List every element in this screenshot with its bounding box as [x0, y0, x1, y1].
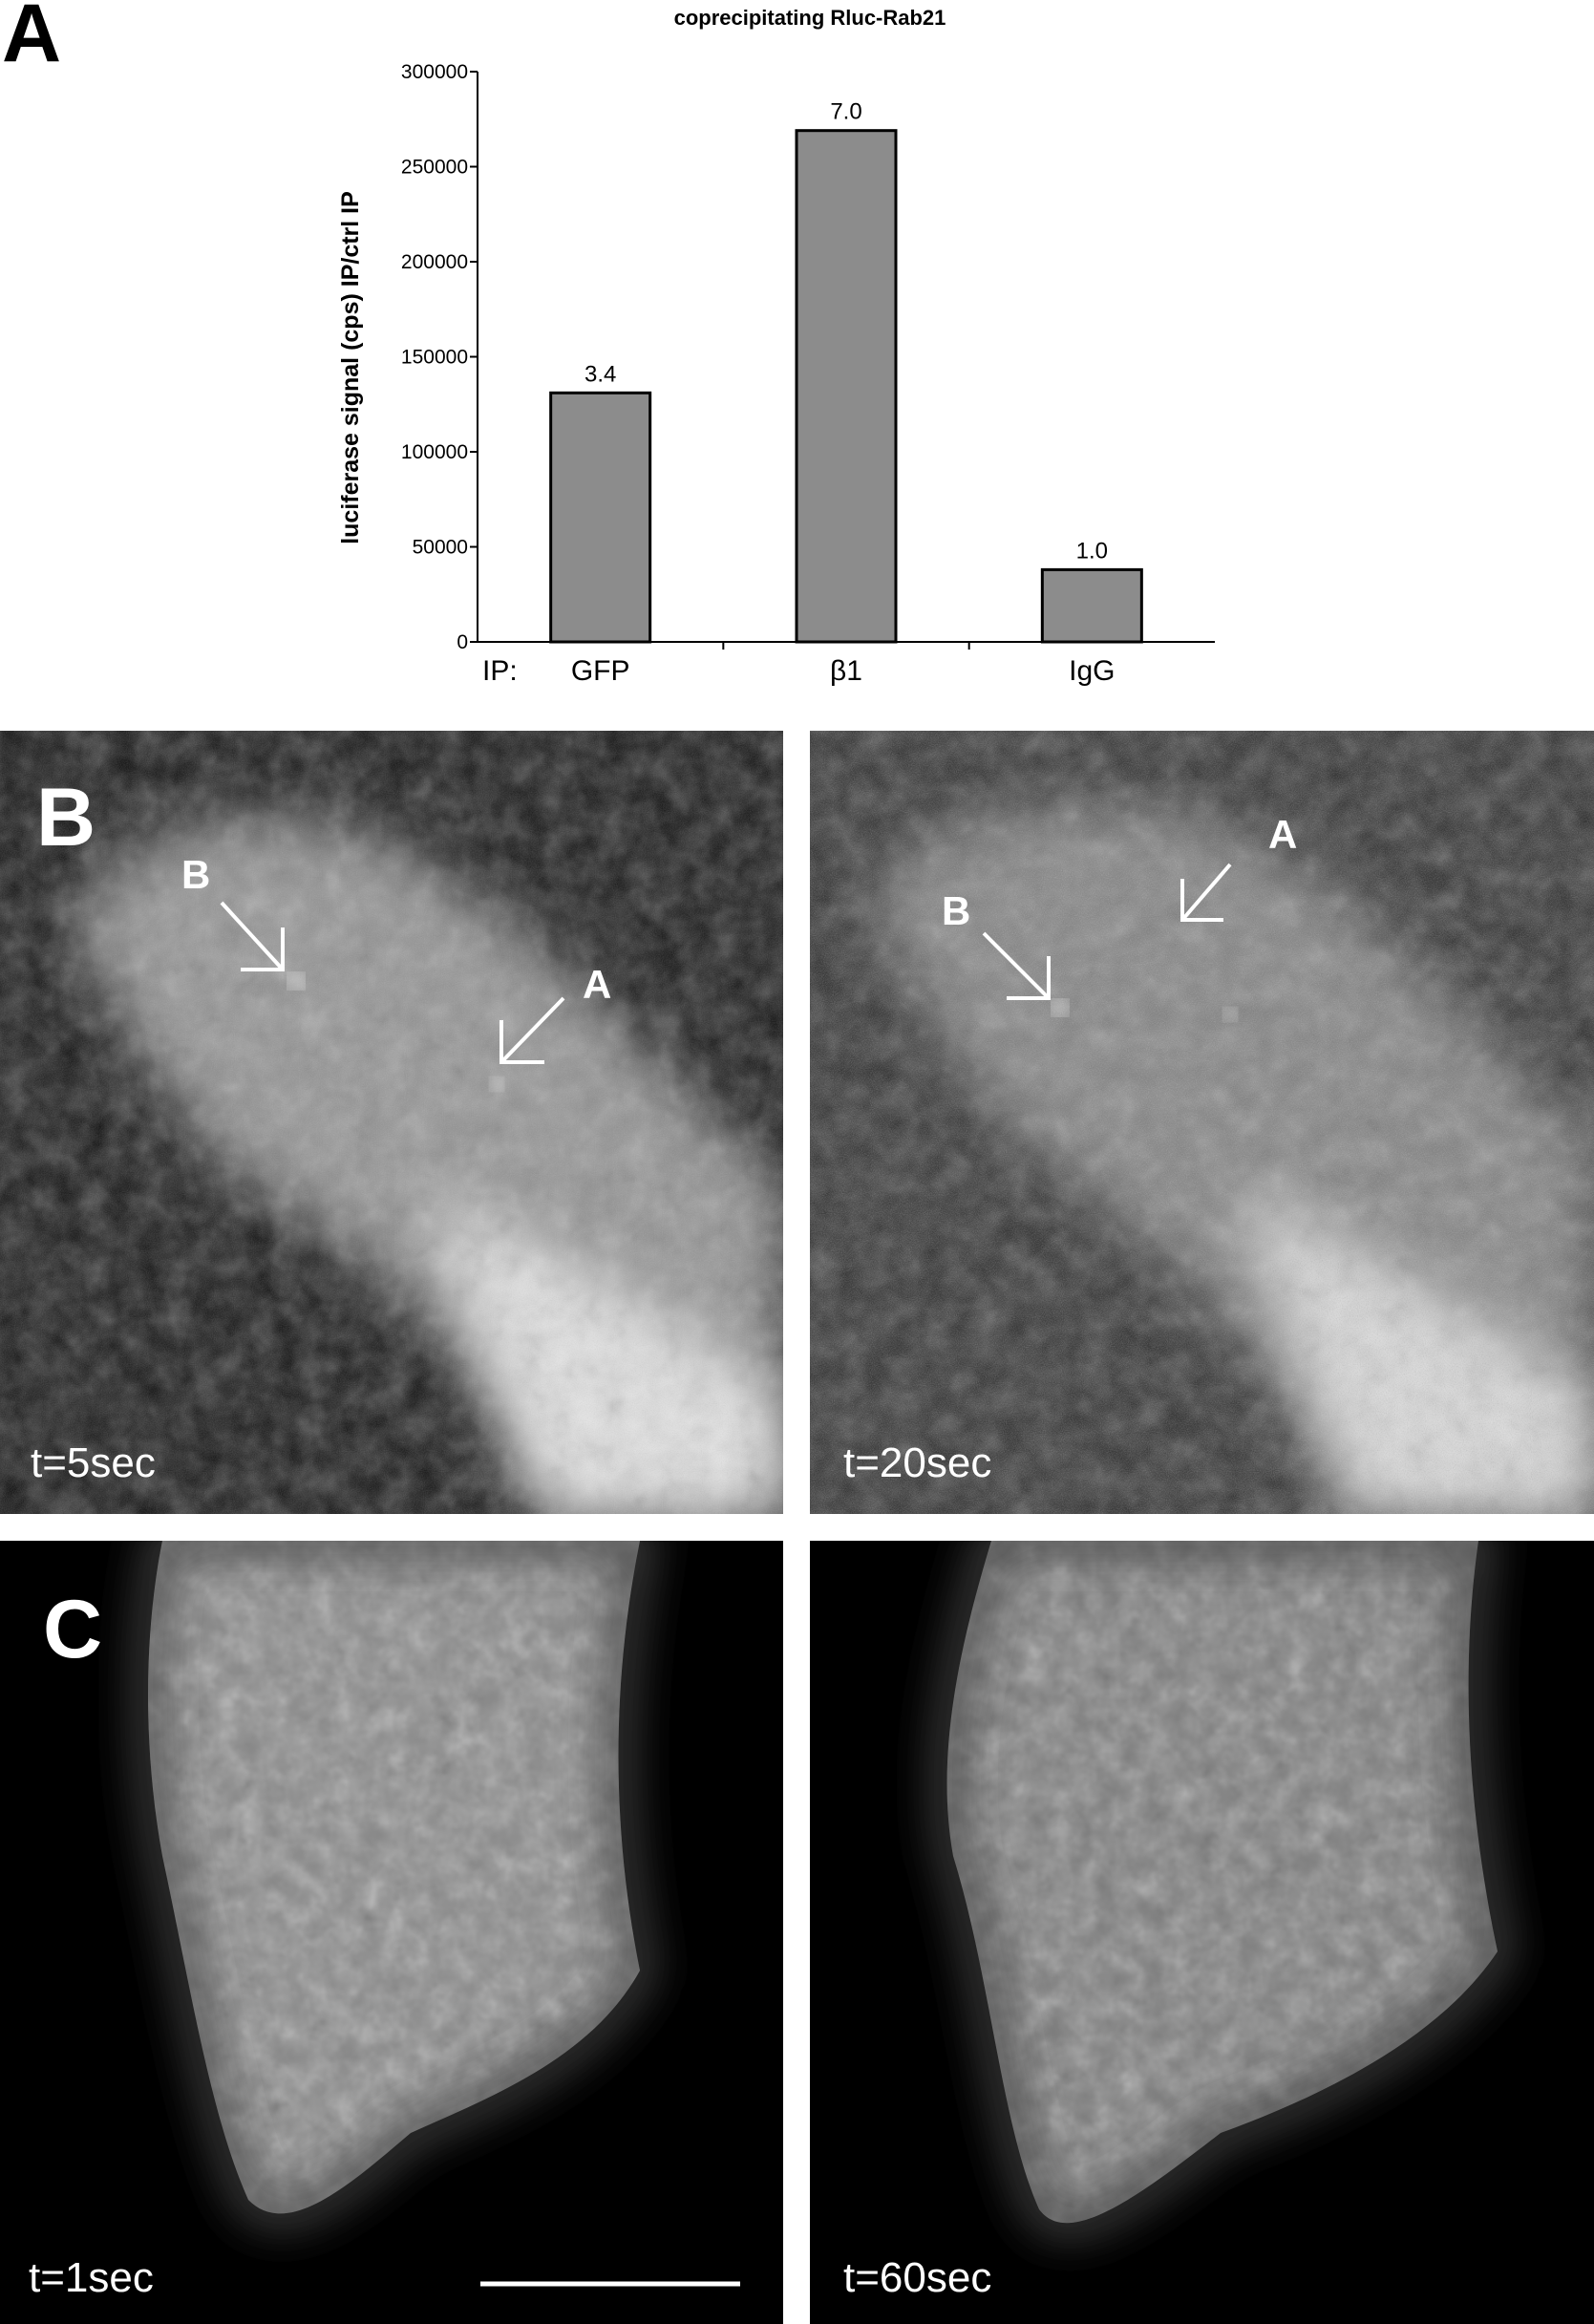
- time-label: t=1sec: [29, 2254, 154, 2301]
- x-category-label: GFP: [571, 655, 630, 687]
- y-tick-label: 150000: [401, 347, 468, 369]
- arrow-a-icon: [499, 996, 565, 1064]
- bar-1: [795, 129, 898, 644]
- bar-2: [1040, 567, 1143, 644]
- x-category-label: β1: [830, 655, 862, 687]
- arrow-label-b: B: [942, 888, 971, 933]
- bar-0: [549, 391, 652, 644]
- arrow-label-a: A: [1268, 812, 1298, 857]
- micrograph-c-t60-image: [810, 1541, 1594, 2324]
- panel-label-b: B: [36, 772, 96, 864]
- panel-label-a: A: [2, 0, 62, 79]
- arrow-a-icon: [1180, 863, 1232, 922]
- bar-chart-svg: coprecipitating Rluc-Rab21 luciferase si…: [337, 6, 1215, 687]
- micrograph-c-t1: C t=1sec: [0, 1541, 783, 2324]
- panel-label-c: C: [43, 1584, 103, 1675]
- x-category-label: IgG: [1069, 655, 1115, 687]
- time-label: t=60sec: [843, 2254, 992, 2301]
- arrow-b-icon: [220, 901, 285, 971]
- micrograph-b-t5-image: [0, 731, 783, 1514]
- y-tick-label: 300000: [401, 61, 468, 83]
- bar-chart: coprecipitating Rluc-Rab21 luciferase si…: [0, 0, 1594, 707]
- y-tick-label: 100000: [401, 441, 468, 463]
- time-label: t=5sec: [31, 1439, 156, 1486]
- arrow-label-a: A: [583, 962, 612, 1007]
- chart-bars: 3.4 GFP 7.0 β1 1.0 IgG: [549, 99, 1143, 687]
- bar-data-label: 1.0: [1076, 538, 1108, 564]
- y-tick-label: 0: [457, 631, 468, 653]
- y-tick-label: 50000: [413, 537, 468, 559]
- arrow-label-b: B: [181, 852, 211, 897]
- micrograph-b-t5: B B A t=5sec: [0, 731, 783, 1514]
- y-tick-label: 200000: [401, 251, 468, 273]
- bar-data-label: 7.0: [830, 99, 861, 125]
- time-label: t=20sec: [843, 1439, 992, 1486]
- bar-data-label: 3.4: [584, 361, 616, 387]
- micrograph-b-t20: B A t=20sec: [810, 731, 1594, 1514]
- chart-title: coprecipitating Rluc-Rab21: [674, 6, 946, 30]
- arrow-b-icon: [982, 931, 1051, 1000]
- x-axis-prefix: IP:: [482, 655, 518, 687]
- micrograph-c-t1-image: [0, 1541, 783, 2324]
- micrograph-c-t60: t=60sec: [810, 1541, 1594, 2324]
- micrograph-b-t20-image: [810, 731, 1594, 1514]
- y-tick-label: 250000: [401, 157, 468, 179]
- y-axis-label: luciferase signal (cps) IP/ctrl IP: [337, 191, 364, 544]
